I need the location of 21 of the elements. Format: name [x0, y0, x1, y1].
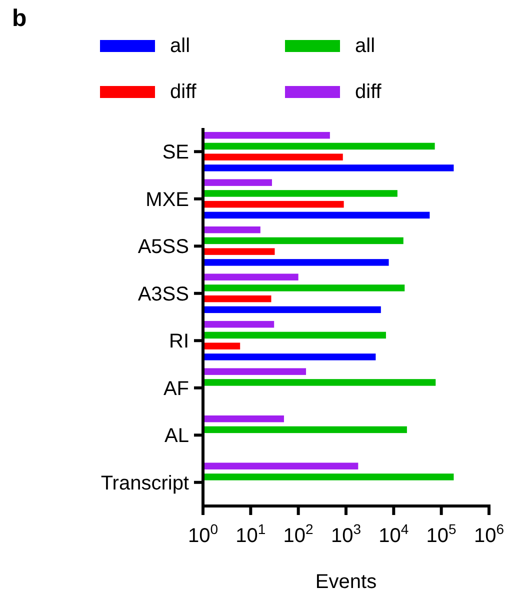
legend-label: all	[355, 35, 376, 57]
legend-label: diff	[355, 81, 382, 103]
y-tick-label: AL	[164, 425, 189, 448]
x-tick-label: 10$^{3}$	[330, 521, 362, 547]
x-tick-label: 10$^{6}$	[474, 521, 504, 547]
x-tick-label: 10$^{0}$	[188, 521, 218, 547]
y-tick-label: AF	[163, 378, 189, 400]
y-tick-label: RI	[169, 330, 189, 353]
x-tick-label: 10$^{2}$	[283, 521, 314, 547]
x-axis-title: Events	[315, 571, 377, 593]
y-tick-label: MXE	[146, 188, 189, 211]
y-tick-label: Transcript	[100, 472, 190, 494]
chart-title: b	[12, 5, 27, 32]
y-tick-label: A3SS	[138, 283, 189, 306]
legend-label: all	[170, 35, 190, 57]
y-tick-label: A5SS	[138, 236, 189, 258]
legend-label: diff	[170, 81, 197, 103]
x-tick-label: 10$^{4}$	[378, 521, 409, 547]
y-tick-label: SE	[162, 142, 189, 164]
x-tick-label: 10$^{1}$	[236, 521, 266, 547]
x-tick-label: 10$^{5}$	[426, 521, 457, 547]
